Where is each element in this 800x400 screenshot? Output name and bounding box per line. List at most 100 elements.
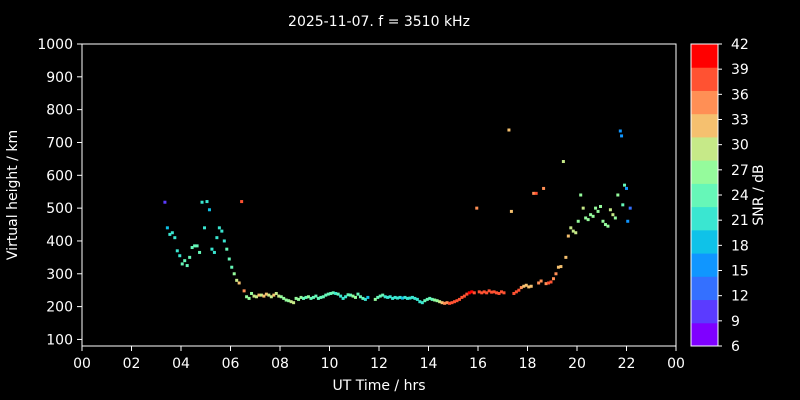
data-point	[539, 279, 543, 283]
data-point	[210, 247, 214, 251]
data-point	[430, 297, 434, 301]
data-point	[259, 293, 263, 297]
colorbar-swatch	[691, 44, 718, 68]
data-point	[203, 226, 207, 230]
y-tick-label: 300	[46, 267, 73, 283]
data-point	[514, 290, 518, 294]
data-point	[183, 259, 187, 263]
data-point	[465, 292, 469, 296]
data-point	[378, 294, 382, 298]
data-point	[613, 216, 617, 220]
data-point	[623, 183, 627, 187]
colorbar-swatch	[691, 90, 718, 115]
data-point	[611, 213, 615, 217]
data-point	[205, 200, 209, 204]
x-tick-label: 02	[123, 356, 141, 372]
data-point	[455, 299, 459, 303]
data-point	[230, 265, 234, 269]
data-point	[628, 206, 632, 210]
data-point	[517, 288, 521, 292]
data-point	[445, 301, 449, 305]
colorbar-tick-label: 15	[731, 264, 749, 280]
data-point	[527, 285, 531, 289]
x-tick-label: 14	[420, 356, 438, 372]
data-point	[314, 294, 318, 298]
data-point	[482, 290, 486, 294]
y-tick-label: 900	[46, 70, 73, 86]
data-point	[341, 296, 345, 300]
x-tick-label: 20	[568, 356, 586, 372]
data-point	[331, 291, 335, 295]
data-point	[180, 262, 184, 266]
data-point	[339, 294, 343, 298]
colorbar-tick-label: 30	[731, 138, 749, 154]
data-point	[620, 134, 624, 138]
data-point	[591, 214, 595, 218]
y-tick-label: 600	[46, 168, 73, 184]
data-point	[497, 291, 501, 295]
colorbar-tick-label: 24	[731, 188, 749, 204]
data-point	[393, 295, 397, 299]
data-point	[544, 282, 548, 286]
colorbar-tick-label: 18	[731, 238, 749, 254]
data-point	[452, 300, 456, 304]
data-point	[170, 231, 174, 235]
data-point	[215, 236, 219, 240]
colorbar-swatch	[691, 113, 718, 138]
colorbar-swatch	[691, 206, 718, 231]
y-tick-label: 100	[46, 332, 73, 348]
data-point	[470, 290, 474, 294]
x-axis: 00 02 04 06 08 10 12 14 16 18 20 22 00	[73, 346, 685, 372]
data-point	[603, 223, 607, 227]
data-point	[475, 206, 479, 210]
data-point	[190, 246, 194, 250]
data-point	[316, 296, 320, 300]
data-point	[376, 295, 380, 299]
data-point	[269, 295, 273, 299]
data-point	[621, 203, 625, 207]
data-point	[413, 296, 417, 300]
data-point	[279, 295, 283, 299]
data-point	[396, 296, 400, 300]
colorbar-swatch	[691, 229, 718, 254]
data-point	[351, 294, 355, 298]
data-point	[403, 295, 407, 299]
data-point	[207, 208, 211, 212]
y-tick-label: 200	[46, 300, 73, 316]
data-point	[450, 301, 454, 305]
data-point	[626, 219, 630, 223]
data-point	[509, 209, 513, 213]
data-point	[522, 284, 526, 288]
data-point	[398, 295, 402, 299]
x-tick-label: 16	[469, 356, 487, 372]
data-point	[487, 289, 491, 293]
data-point	[163, 200, 167, 204]
data-point	[405, 296, 409, 300]
data-point	[304, 295, 308, 299]
data-point	[529, 284, 533, 288]
data-point	[289, 300, 293, 304]
data-point	[433, 298, 437, 302]
data-point	[559, 265, 563, 269]
data-point	[324, 293, 328, 297]
colorbar-tick-label: 6	[731, 339, 740, 355]
colorbar-swatch	[691, 322, 718, 347]
data-point	[188, 255, 192, 259]
data-point	[457, 297, 461, 301]
data-point	[254, 295, 258, 299]
data-point	[584, 216, 588, 220]
data-point	[329, 291, 333, 295]
data-point	[250, 291, 254, 295]
data-point	[606, 224, 610, 228]
x-tick-label: 22	[618, 356, 636, 372]
data-point	[212, 250, 216, 254]
data-point	[512, 291, 516, 295]
data-point	[381, 293, 385, 297]
colorbar-swatch	[691, 276, 718, 301]
data-point	[415, 297, 419, 301]
colorbar-swatch	[691, 136, 718, 161]
colorbar-swatch	[691, 299, 718, 324]
colorbar-swatch	[691, 183, 718, 208]
data-point	[524, 283, 528, 287]
data-point	[519, 286, 523, 290]
